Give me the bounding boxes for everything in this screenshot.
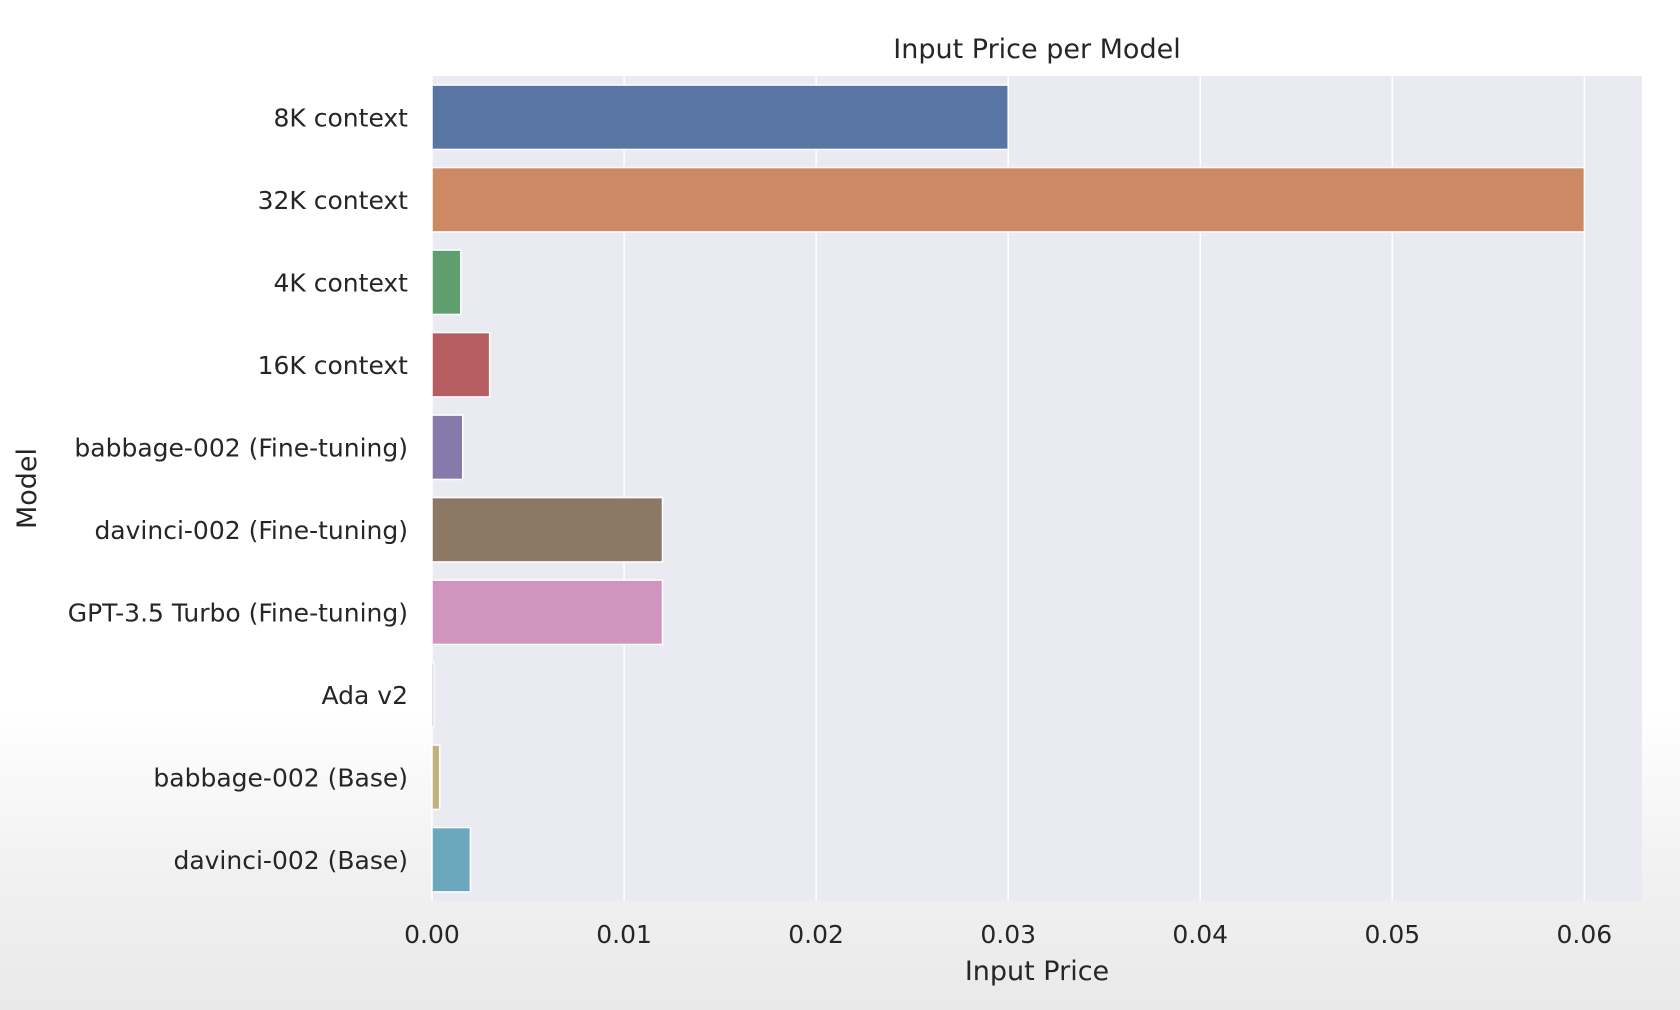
x-tick-label: 0.00 — [404, 920, 460, 949]
y-tick-label: 8K context — [274, 103, 409, 132]
y-tick-label: 32K context — [258, 186, 409, 215]
bar — [431, 249, 462, 316]
bar — [431, 826, 472, 893]
x-tick-label: 0.05 — [1364, 920, 1420, 949]
bar — [431, 496, 664, 563]
x-tick-label: 0.06 — [1557, 920, 1613, 949]
x-tick-label: 0.01 — [596, 920, 652, 949]
y-tick-label: davinci-002 (Base) — [173, 846, 408, 875]
bar — [431, 744, 441, 811]
bar — [431, 166, 1586, 233]
x-tick-label: 0.04 — [1172, 920, 1228, 949]
y-tick-label: 4K context — [274, 268, 409, 297]
y-tick-label: davinci-002 (Fine-tuning) — [94, 516, 408, 545]
x-tick-label: 0.03 — [980, 920, 1036, 949]
y-tick-label: 16K context — [258, 351, 409, 380]
chart-title: Input Price per Model — [893, 34, 1180, 65]
y-tick-label: GPT-3.5 Turbo (Fine-tuning) — [68, 598, 408, 627]
y-axis-ticks: 8K context 32K context 4K context 16K conte… — [68, 103, 408, 875]
bar — [431, 84, 1009, 151]
bar — [431, 579, 664, 646]
y-tick-label: babbage-002 (Fine-tuning) — [74, 433, 408, 462]
y-tick-label: Ada v2 — [322, 681, 409, 710]
bar — [431, 414, 464, 481]
x-tick-label: 0.02 — [788, 920, 844, 949]
bar — [431, 661, 435, 728]
bars — [431, 84, 1586, 893]
y-tick-label: babbage-002 (Base) — [153, 763, 408, 792]
bar — [431, 331, 491, 398]
x-axis-ticks: 0.00 0.01 0.02 0.03 0.04 0.05 0.06 — [404, 920, 1612, 949]
x-axis-label: Input Price — [965, 956, 1109, 987]
y-axis-label: Model — [12, 448, 43, 529]
